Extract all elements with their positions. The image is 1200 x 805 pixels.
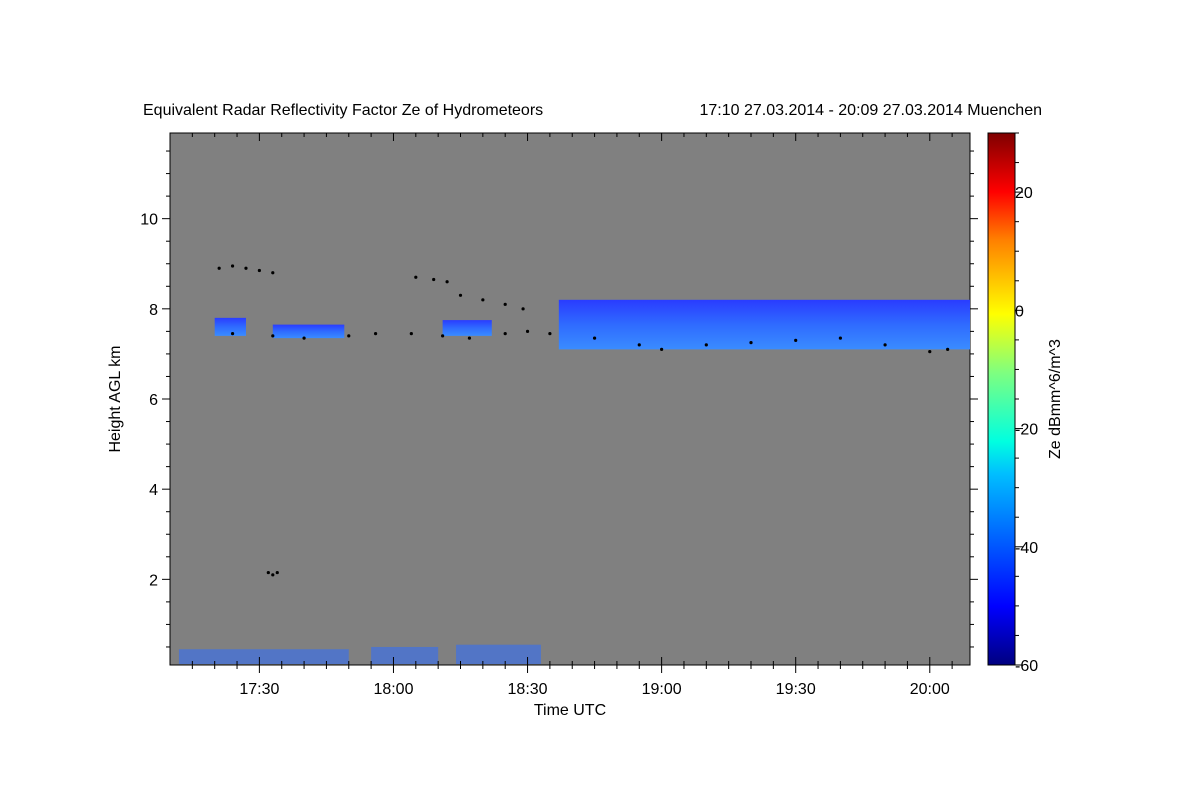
echo-layer-0 [214, 317, 246, 336]
colorbar-tick-label: -60 [1015, 658, 1038, 675]
cloud-base-point [503, 302, 507, 306]
cloud-base-point [946, 347, 950, 352]
echo-layer-1 [272, 324, 345, 339]
colorbar-axis: 20 0 -20 -40 -60 [1015, 132, 1038, 675]
cloud-base-point [592, 336, 597, 340]
surface-clutter-0 [178, 649, 349, 664]
x-tick-label: 17:30 [239, 681, 279, 698]
echo-layer-3 [558, 299, 970, 350]
cloud-base-point [266, 570, 270, 575]
y-tick-label: 4 [149, 482, 158, 499]
x-tick-label: 19:00 [642, 681, 682, 698]
x-axis: 17:30 18:00 18:30 19:00 19:30 20:00 [191, 133, 953, 698]
y-tick-label: 2 [149, 572, 158, 589]
colorbar-label: Ze dBmm^6/m^3 [1047, 339, 1064, 459]
cloud-base-point [521, 307, 525, 311]
colorbar-tick-label: 0 [1015, 303, 1024, 320]
surface-clutter-1 [371, 646, 439, 664]
plot-marks [178, 264, 970, 664]
cloud-base-point [445, 280, 449, 284]
y-tick-label: 10 [140, 212, 158, 229]
cloud-base-point [230, 264, 235, 268]
cloud-base-point [928, 350, 932, 354]
colorbar-tick-label: -20 [1015, 422, 1038, 439]
surface-clutter-2 [456, 644, 541, 664]
cloud-base-point [347, 334, 351, 338]
cloud-base-point [794, 338, 798, 342]
y-axis-label: Height AGL km [107, 345, 124, 452]
y-tick-label: 8 [149, 302, 158, 319]
cloud-base-point [275, 570, 279, 575]
colorbar-tick-label: -40 [1015, 540, 1038, 557]
cloud-base-point [432, 277, 436, 282]
plot-area [169, 132, 971, 666]
cloud-base-point [660, 347, 664, 352]
y-axis: 2 4 6 8 10 [140, 150, 978, 648]
cloud-base-point [749, 341, 753, 345]
cloud-base-point [302, 336, 306, 340]
chart-title: Equivalent Radar Reflectivity Factor Ze … [143, 102, 543, 119]
x-tick-label: 20:00 [910, 681, 950, 698]
cloud-base-point [230, 332, 235, 336]
cloud-base-point [525, 329, 530, 333]
chart-subtitle: 17:10 27.03.2014 - 20:09 27.03.2014 Muen… [699, 102, 1042, 119]
x-tick-label: 18:00 [373, 681, 413, 698]
cloud-base-point [271, 271, 275, 275]
cloud-base-point [481, 298, 485, 302]
cloud-base-point [548, 332, 552, 336]
x-axis-label: Time UTC [534, 702, 606, 719]
cloud-base-point [883, 343, 887, 347]
cloud-base-point [467, 336, 472, 340]
cloud-base-point [503, 332, 507, 336]
colorbar-tick-label: 20 [1015, 185, 1033, 202]
cloud-base-point [257, 268, 261, 273]
cloud-base-point [441, 334, 445, 338]
cloud-base-point [704, 343, 708, 347]
x-tick-label: 19:30 [776, 681, 816, 698]
x-tick-label: 18:30 [508, 681, 548, 698]
echo-layer-2 [442, 320, 492, 336]
cloud-base-point [271, 573, 275, 577]
colorbar [987, 132, 1016, 666]
cloud-base-point [244, 266, 248, 270]
cloud-base-point [838, 336, 842, 340]
cloud-base-point [373, 332, 378, 336]
cloud-base-point [217, 266, 221, 270]
cloud-base-point [637, 343, 641, 347]
cloud-base-point [458, 293, 463, 297]
cloud-base-point [414, 275, 418, 279]
y-tick-label: 6 [149, 392, 158, 409]
cloud-base-point [271, 334, 275, 338]
cloud-base-point [409, 332, 413, 336]
